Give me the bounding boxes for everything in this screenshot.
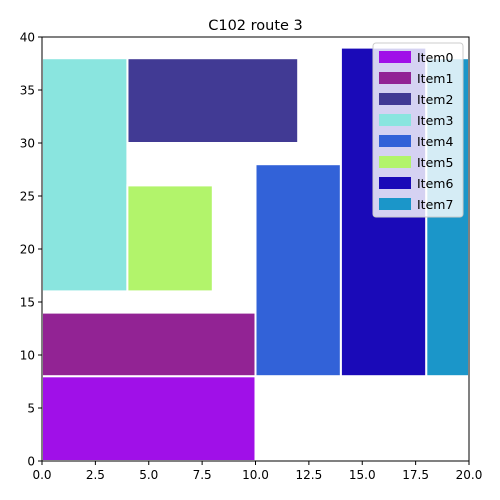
y-tick-label: 0: [27, 455, 35, 469]
bar-item4: [254, 163, 342, 378]
y-tick-label: 30: [20, 137, 35, 151]
legend-label-item4: Item4: [417, 134, 453, 149]
legend-label-item6: Item6: [417, 176, 453, 191]
x-tick-label: 15.0: [349, 468, 376, 482]
y-tick-label: 35: [20, 84, 35, 98]
legend: Item0 Item1 Item2 Item3 Item4 Item5 Item6 Item7: [372, 42, 464, 218]
legend-swatch-item0: [379, 51, 411, 63]
legend-label-item1: Item1: [417, 71, 453, 86]
y-tick-label: 5: [27, 402, 35, 416]
y-tick-label: 15: [20, 296, 35, 310]
bar-item2: [126, 57, 300, 145]
x-tick-label: 5.0: [139, 468, 158, 482]
legend-label-item0: Item0: [417, 50, 453, 65]
legend-label-item3: Item3: [417, 113, 453, 128]
x-tick-label: 0.0: [32, 468, 51, 482]
x-tick-label: 12.5: [296, 468, 323, 482]
bar-item3: [41, 57, 129, 293]
x-axis: 0.0 2.5 5.0 7.5 10.0 12.5 15.0 17.5 20.0: [32, 461, 482, 482]
x-tick-label: 17.5: [402, 468, 429, 482]
legend-label-item7: Item7: [417, 197, 453, 212]
x-tick-label: 7.5: [193, 468, 212, 482]
y-tick-label: 25: [20, 190, 35, 204]
legend-swatch-item3: [379, 114, 411, 126]
legend-label-item5: Item5: [417, 155, 453, 170]
x-tick-label: 2.5: [86, 468, 105, 482]
y-axis: 0 5 10 15 20 25 30 35 40: [20, 31, 42, 469]
legend-swatch-item4: [379, 135, 411, 147]
y-tick-label: 40: [20, 31, 35, 45]
y-tick-label: 20: [20, 243, 35, 257]
bar-item0: [41, 375, 257, 463]
legend-swatch-item2: [379, 93, 411, 105]
bar-item5: [126, 184, 214, 293]
y-tick-label: 10: [20, 349, 35, 363]
legend-swatch-item1: [379, 72, 411, 84]
legend-label-item2: Item2: [417, 92, 453, 107]
legend-swatch-item5: [379, 156, 411, 168]
legend-swatch-item7: [379, 198, 411, 210]
bar-item1: [41, 311, 257, 378]
chart-title: C102 route 3: [208, 18, 303, 34]
x-tick-label: 10.0: [242, 468, 269, 482]
legend-frame: [372, 42, 464, 218]
bars-layer: [41, 46, 470, 463]
x-tick-label: 20.0: [456, 468, 483, 482]
legend-swatch-item6: [379, 177, 411, 189]
